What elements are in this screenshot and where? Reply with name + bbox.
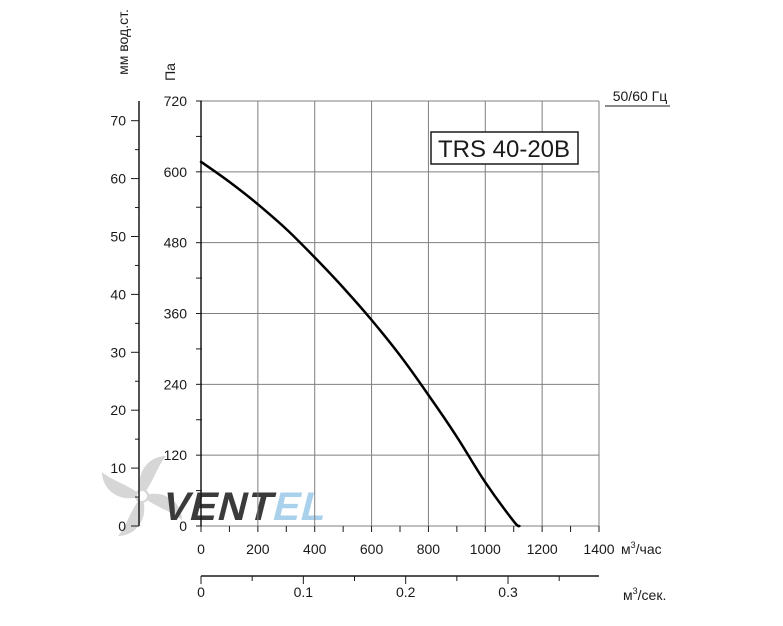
x-secondary-tick-label: 0.3	[498, 584, 518, 600]
x-secondary-tick-label: 0.1	[294, 584, 314, 600]
x-primary-tick-label: 800	[417, 541, 441, 557]
x-primary-tick-label: 400	[303, 541, 327, 557]
y-primary-tick-label: 240	[164, 376, 188, 392]
model-label-box: TRS 40-20B	[431, 132, 578, 164]
y-secondary-label: мм вод.ст.	[115, 9, 131, 75]
frequency-label: 50/60 Гц	[613, 88, 668, 104]
y-secondary-tick-label: 30	[110, 344, 126, 360]
y-secondary-tick-label: 70	[110, 113, 126, 129]
y-primary-tick-label: 600	[164, 164, 188, 180]
x-primary-tick-label: 0	[197, 541, 205, 557]
y-secondary-tick-label: 40	[110, 286, 126, 302]
watermark-text-blue: EL	[269, 484, 333, 529]
watermark-text-gray: VENT	[158, 484, 280, 529]
x-primary-tick-label: 600	[360, 541, 384, 557]
chart-axes	[131, 101, 599, 584]
y-secondary-tick-label: 10	[110, 460, 126, 476]
chart-series	[201, 162, 519, 526]
x-secondary-tick-label: 0	[197, 584, 205, 600]
y-primary-tick-label: 360	[164, 306, 188, 322]
x-primary-tick-label: 1000	[470, 541, 501, 557]
x-primary-label: м3/час	[621, 540, 662, 557]
y-primary-label: Па	[162, 63, 178, 81]
frequency-label-group: 50/60 Гц	[605, 88, 670, 106]
y-secondary-tick-label: 0	[118, 518, 126, 534]
x-primary-tick-label: 1200	[527, 541, 558, 557]
x-primary-tick-label: 1400	[583, 541, 614, 557]
y-secondary-tick-label: 50	[110, 228, 126, 244]
y-primary-tick-label: 720	[164, 93, 188, 109]
y-primary-tick-label: 120	[164, 447, 188, 463]
y-secondary-tick-label: 20	[110, 402, 126, 418]
x-primary-tick-label: 200	[246, 541, 270, 557]
y-secondary-tick-label: 60	[110, 171, 126, 187]
y-primary-tick-label: 0	[179, 518, 187, 534]
pressure-curve-0	[201, 162, 519, 526]
y-primary-tick-label: 480	[164, 235, 188, 251]
model-label: TRS 40-20B	[438, 136, 570, 163]
x-secondary-label: м3/сек.	[623, 586, 666, 603]
x-secondary-tick-label: 0.2	[396, 584, 416, 600]
chart-ticks: 0 120 240 360 480 600 720 0 10 20 30 40 50 60 70 0 200 40…	[110, 93, 614, 600]
